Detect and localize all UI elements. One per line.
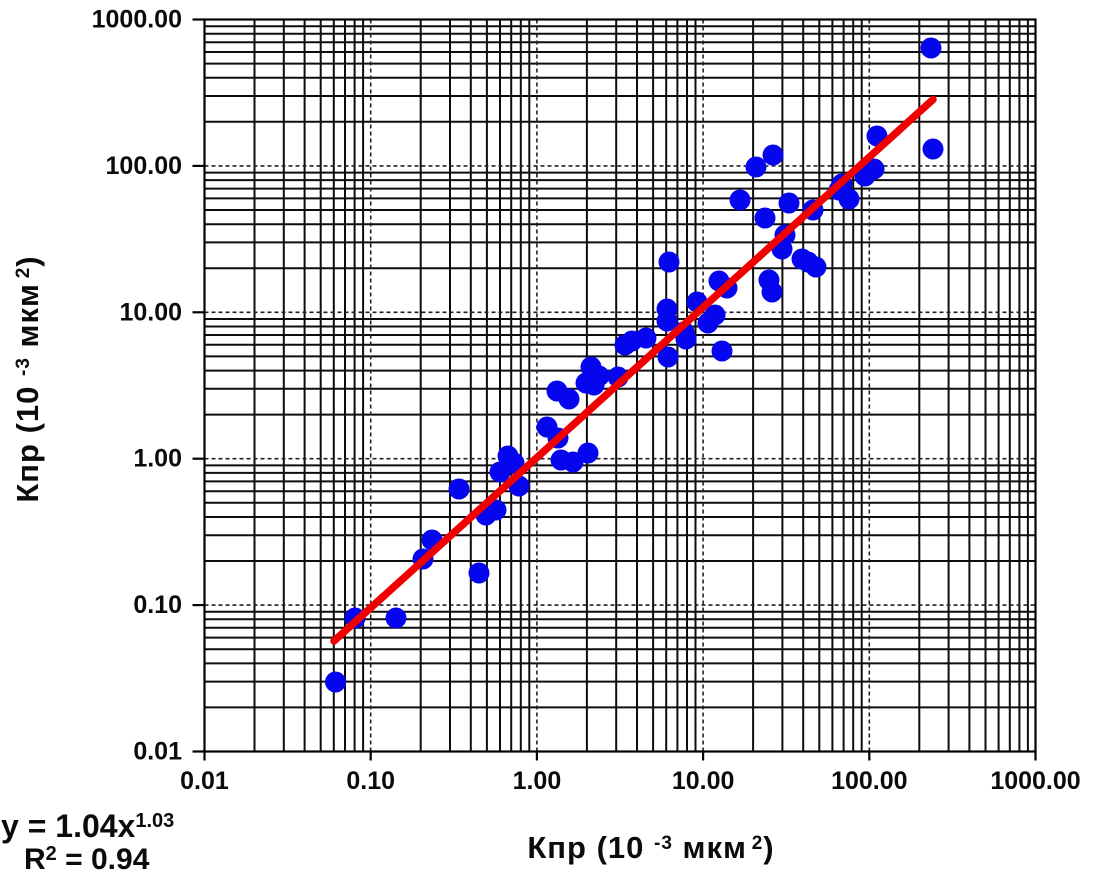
svg-text:10.00: 10.00 xyxy=(119,298,182,326)
svg-text:0.10: 0.10 xyxy=(133,591,182,619)
svg-text:0.01: 0.01 xyxy=(180,767,229,795)
svg-text:10.00: 10.00 xyxy=(672,767,735,795)
svg-text:0.10: 0.10 xyxy=(346,767,395,795)
svg-text:1.00: 1.00 xyxy=(513,767,562,795)
svg-text:1.00: 1.00 xyxy=(133,445,182,473)
svg-text:Кпр (10 -3 мкм 2): Кпр (10 -3 мкм 2) xyxy=(10,255,45,502)
svg-text:1000.00: 1000.00 xyxy=(990,767,1080,795)
svg-text:0.01: 0.01 xyxy=(133,738,182,766)
svg-text:R2 = 0.94: R2 = 0.94 xyxy=(24,843,150,876)
svg-text:100.00: 100.00 xyxy=(831,767,907,795)
svg-text:1000.00: 1000.00 xyxy=(92,6,182,34)
svg-text:Кпр (10 -3 мкм 2): Кпр (10 -3 мкм 2) xyxy=(527,830,774,865)
svg-text:100.00: 100.00 xyxy=(106,152,182,180)
